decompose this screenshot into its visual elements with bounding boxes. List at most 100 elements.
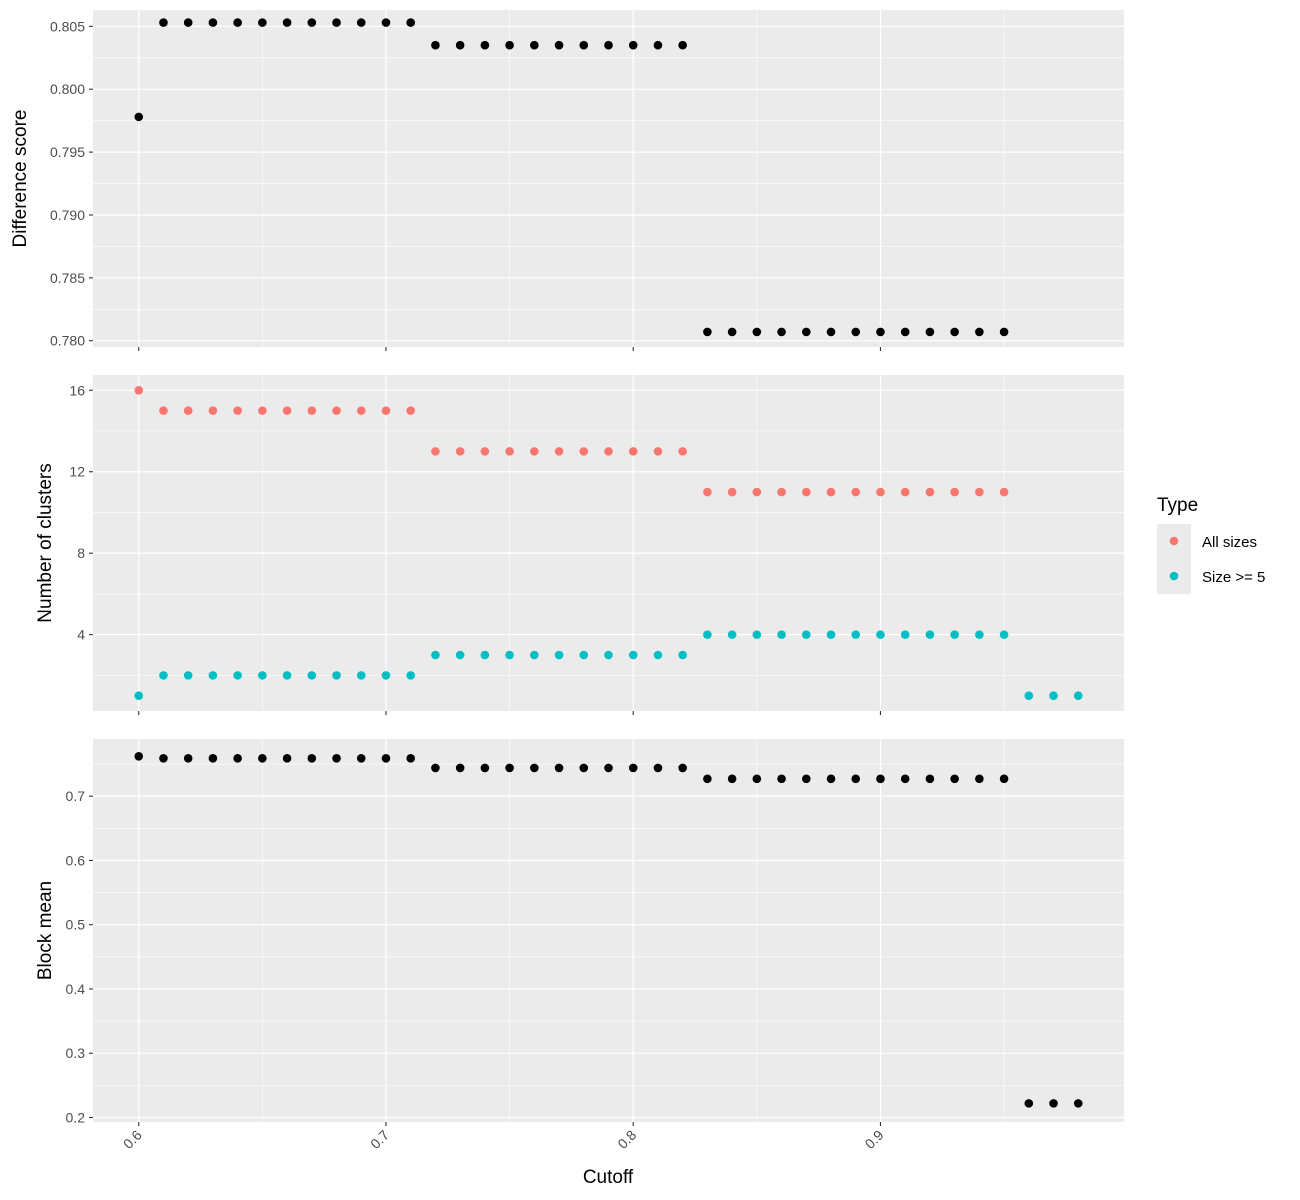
data-point [604,763,613,773]
data-point [332,753,341,763]
y-axis-title: Block mean [35,881,56,980]
data-point [282,18,292,27]
y-tick-label: 0.2 [66,1110,86,1126]
data-point [233,671,242,680]
data-point [381,753,391,763]
data-point [554,447,564,456]
data-point [1073,691,1083,701]
y-tick-label: 0.785 [50,270,85,286]
data-point [159,406,168,415]
data-point [826,630,836,639]
data-point [233,753,242,763]
data-point [282,671,292,680]
data-point [604,650,613,660]
data-point [900,774,910,784]
data-point [307,753,317,763]
data-point [678,763,687,773]
data-point [233,18,242,27]
y-tick-label: 8 [77,545,85,561]
legend-label-size-ge-5: Size >= 5 [1202,569,1265,586]
data-point [925,487,935,497]
data-point [134,752,144,761]
data-point [975,774,984,784]
data-point [134,691,144,701]
data-point [653,650,663,660]
data-point [826,327,836,337]
data-point [134,112,144,122]
data-point [703,487,712,497]
data-point [381,406,391,415]
panels-layer: 0.780 0.785 0.790 0.795 0.800 0.805 Difference… [10,10,1124,1126]
data-point [579,650,589,660]
data-point [678,650,687,660]
data-point [505,650,514,660]
data-point [703,774,712,784]
data-point [282,753,292,763]
data-point [727,630,737,639]
data-point [628,40,638,50]
x-tick-label: 0.9 [862,1127,887,1152]
series-points [134,630,1083,701]
data-point [727,327,737,337]
data-point [505,763,514,773]
data-point [876,774,885,784]
data-point [801,487,811,497]
data-point [628,447,638,456]
data-point [975,327,984,337]
data-point [356,18,366,27]
data-point [159,671,168,680]
data-point [851,630,861,639]
data-point [579,40,589,50]
data-point [505,40,514,50]
y-tick-label: 0.7 [66,788,86,804]
data-point [455,447,465,456]
data-point [876,487,885,497]
data-point [505,447,514,456]
panel-2: 4 8 12 16 Number of clusters [35,375,1124,715]
panel-background [93,10,1124,347]
data-point [307,671,317,680]
panel-3: 0.2 0.3 0.4 0.5 0.6 0.7 Block mean [35,739,1124,1126]
data-point [183,753,193,763]
data-point [628,650,638,660]
y-tick-label: 0.805 [50,18,85,34]
y-tick-label: 12 [69,464,85,480]
y-tick-label: 0.790 [50,207,85,223]
data-point [950,630,959,639]
data-point [1024,691,1034,701]
data-point [431,447,440,456]
data-point [431,763,440,773]
data-point [678,40,687,50]
data-point [579,763,589,773]
data-point [801,774,811,784]
data-point [208,671,218,680]
legend-label-all-sizes: All sizes [1202,534,1257,551]
x-tick-label: 0.7 [367,1127,392,1152]
data-point [628,763,638,773]
data-point [777,630,786,639]
data-point [975,630,984,639]
panel-background [93,375,1124,711]
data-point [925,774,935,784]
data-point [752,487,762,497]
y-tick-label: 16 [69,382,85,398]
data-point [801,630,811,639]
data-point [801,327,811,337]
data-point [183,18,193,27]
y-tick-label: 0.5 [66,917,86,933]
legend: Type All sizes Size >= 5 [1157,495,1265,594]
y-axis-title: Number of clusters [35,463,56,622]
x-axis-title: Cutoff [583,1167,634,1188]
data-point [999,630,1009,639]
data-point [703,630,712,639]
data-point [678,447,687,456]
data-point [381,671,391,680]
data-point [752,630,762,639]
y-tick-label: 0.800 [50,81,85,97]
data-point [431,650,440,660]
data-point [876,630,885,639]
data-point [554,650,564,660]
data-point [332,18,341,27]
data-point [406,671,416,680]
